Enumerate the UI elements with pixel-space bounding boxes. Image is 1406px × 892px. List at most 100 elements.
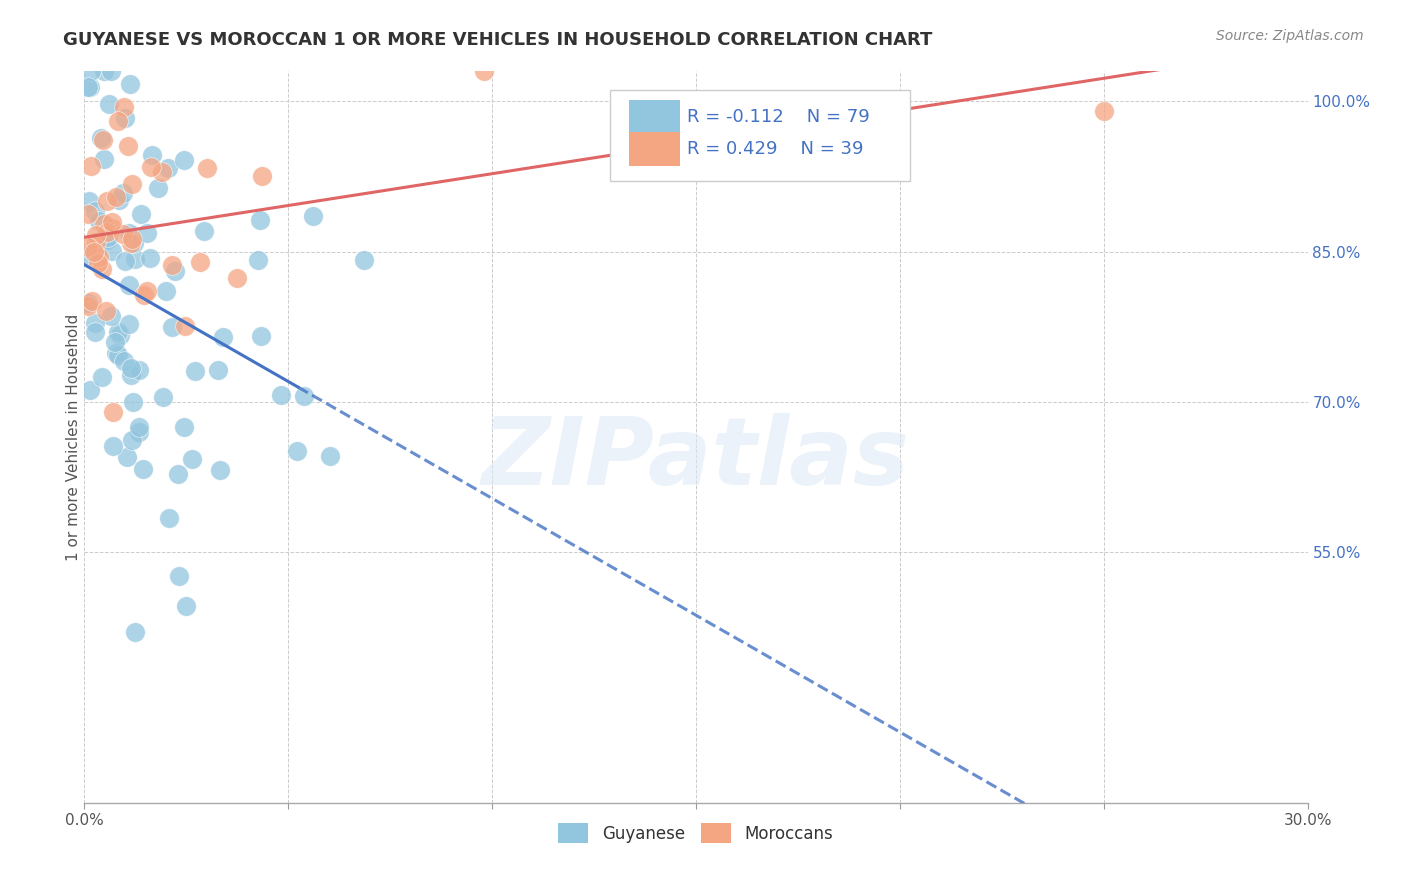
Point <box>87 256 110 270</box>
Point <box>117 226 139 240</box>
Point <box>105 345 128 359</box>
Point <box>141 160 163 174</box>
Point <box>148 180 170 194</box>
Point <box>107 114 129 128</box>
Point <box>120 368 142 383</box>
Point <box>107 193 129 207</box>
Point <box>157 511 180 525</box>
Point <box>247 252 270 267</box>
Point <box>80 159 103 173</box>
Point <box>128 363 150 377</box>
Point <box>114 254 136 268</box>
Point <box>79 194 101 208</box>
Point <box>301 210 323 224</box>
Point <box>77 248 100 262</box>
Point <box>124 625 146 640</box>
Point <box>294 389 316 403</box>
Point <box>91 261 114 276</box>
Point <box>167 569 190 583</box>
Point <box>79 80 101 95</box>
Point <box>112 186 135 201</box>
Point <box>91 370 114 384</box>
Point <box>319 449 342 463</box>
Point <box>208 463 231 477</box>
Point <box>132 287 155 301</box>
Point <box>156 161 179 175</box>
Point <box>79 383 101 397</box>
Point <box>84 326 107 340</box>
Point <box>96 233 118 247</box>
Point <box>83 316 105 330</box>
Point <box>114 111 136 125</box>
Legend: Guyanese, Moroccans: Guyanese, Moroccans <box>551 817 841 849</box>
Text: Source: ZipAtlas.com: Source: ZipAtlas.com <box>1216 29 1364 43</box>
Point <box>139 251 162 265</box>
Point <box>96 225 118 239</box>
Point <box>93 217 115 231</box>
Point <box>115 450 138 464</box>
Point <box>249 329 271 343</box>
Text: R = 0.429    N = 39: R = 0.429 N = 39 <box>688 140 863 158</box>
Point <box>83 203 105 218</box>
FancyBboxPatch shape <box>628 132 681 166</box>
Point <box>121 433 143 447</box>
Point <box>211 330 233 344</box>
Point <box>122 236 145 251</box>
Point <box>132 462 155 476</box>
Text: ZIPatlas: ZIPatlas <box>482 413 910 505</box>
Point <box>91 133 114 147</box>
Point <box>111 227 134 242</box>
Point <box>104 335 127 350</box>
Point <box>207 363 229 377</box>
Point <box>184 363 207 377</box>
Point <box>120 236 142 251</box>
Text: R = -0.112    N = 79: R = -0.112 N = 79 <box>688 108 870 126</box>
Point <box>249 213 271 227</box>
Text: GUYANESE VS MOROCCAN 1 OR MORE VEHICLES IN HOUSEHOLD CORRELATION CHART: GUYANESE VS MOROCCAN 1 OR MORE VEHICLES … <box>63 31 932 49</box>
Point <box>112 100 135 114</box>
Point <box>173 153 195 167</box>
Point <box>86 235 108 249</box>
Point <box>90 130 112 145</box>
Point <box>112 353 135 368</box>
Point <box>226 271 249 285</box>
Point <box>180 451 202 466</box>
Point <box>101 244 124 259</box>
Point <box>128 420 150 434</box>
Point <box>100 309 122 323</box>
Point <box>166 467 188 482</box>
Point <box>121 232 143 246</box>
Point <box>93 152 115 166</box>
Point <box>100 64 122 78</box>
Point <box>118 317 141 331</box>
Point <box>101 221 124 235</box>
Point <box>107 325 129 339</box>
Point <box>174 319 197 334</box>
Point <box>101 439 124 453</box>
Point <box>77 296 100 310</box>
Point <box>195 161 218 175</box>
Point <box>121 178 143 192</box>
FancyBboxPatch shape <box>628 100 681 134</box>
Point <box>270 388 292 402</box>
Point <box>1092 104 1115 119</box>
Point <box>96 194 118 208</box>
Point <box>94 304 117 318</box>
Point <box>107 348 129 362</box>
Point <box>155 284 177 298</box>
Point <box>87 251 110 265</box>
Point <box>77 207 100 221</box>
Point <box>160 258 183 272</box>
Point <box>80 294 103 309</box>
Point <box>150 165 173 179</box>
Point <box>97 230 120 244</box>
Point <box>118 77 141 91</box>
Point <box>285 444 308 458</box>
Point <box>101 215 124 229</box>
Point <box>188 255 211 269</box>
Point <box>136 284 159 298</box>
Point <box>117 139 139 153</box>
Point <box>80 64 103 78</box>
Point <box>193 224 215 238</box>
Point <box>124 252 146 267</box>
